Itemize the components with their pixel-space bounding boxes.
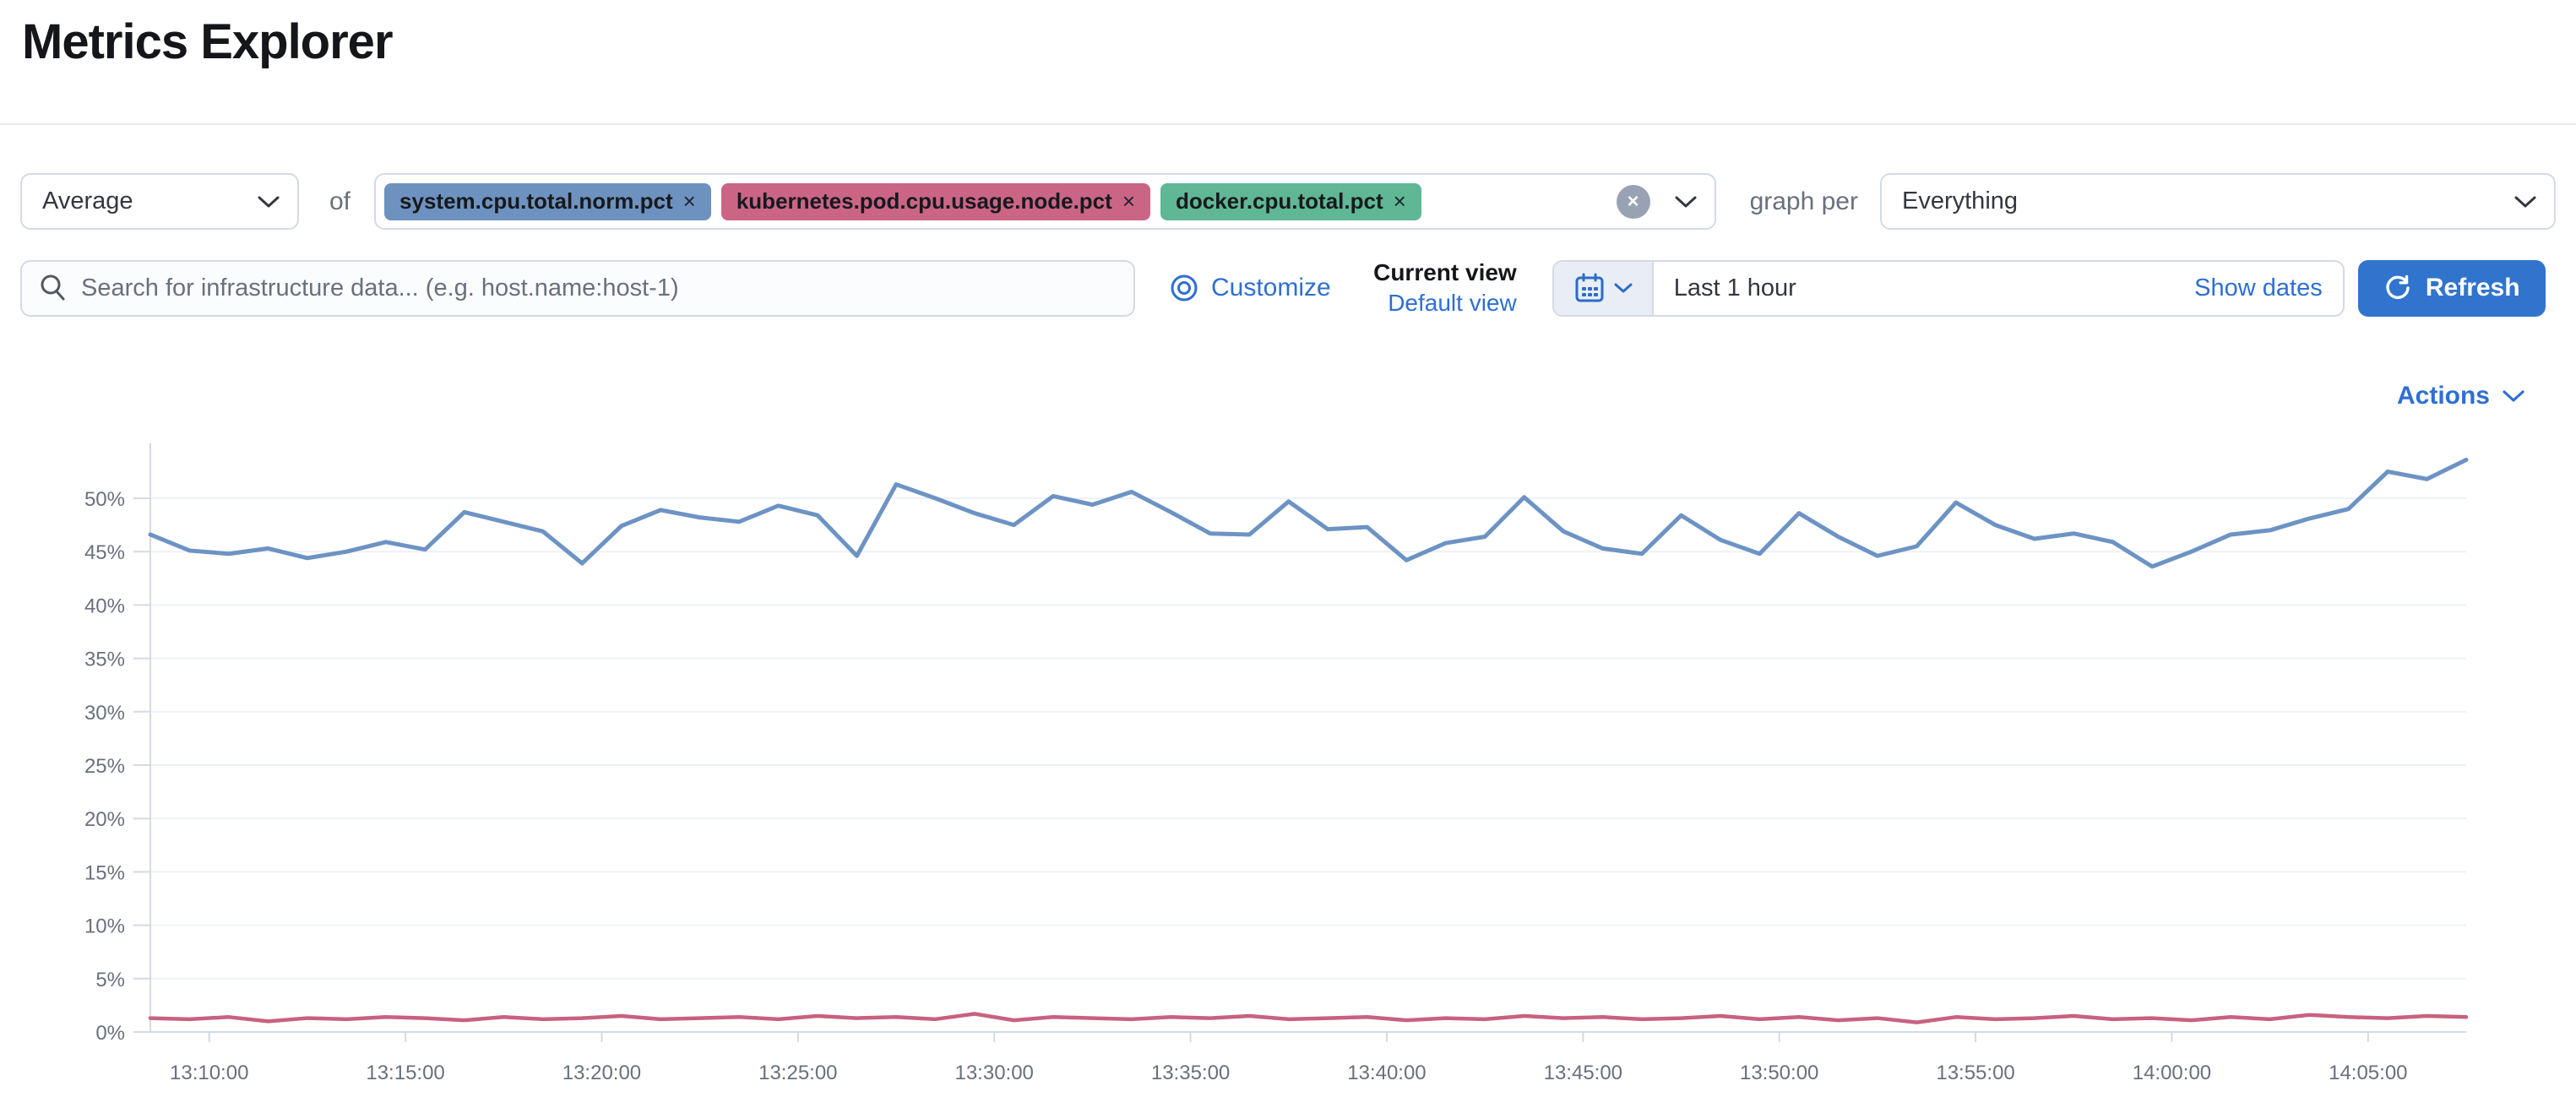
graph-per-label: graph per [1749,187,1858,215]
default-view-link[interactable]: Default view [1388,290,1517,317]
svg-text:0%: 0% [95,1022,125,1045]
svg-text:13:15:00: 13:15:00 [366,1062,444,1084]
metrics-chart[interactable]: 0% 5% 10% 15% 20% 25% 30% 35% 40% 45% 50% 13:10:00 1… [0,422,2576,1098]
page-title: Metrics Explorer [22,14,394,69]
actions-menu-button[interactable]: Actions [2397,382,2525,410]
chevron-down-icon[interactable] [1674,194,1698,209]
graph-per-select[interactable]: Everything [1880,173,2556,230]
svg-text:50%: 50% [84,488,125,511]
customize-label: Customize [1211,274,1331,302]
actions-label: Actions [2396,382,2490,410]
svg-text:14:05:00: 14:05:00 [2329,1062,2407,1084]
aggregation-select[interactable]: Average [20,173,299,230]
clear-all-metrics-button[interactable]: × [1616,184,1650,219]
search-toolbar: Customize Current view Default view Last… [20,258,2556,319]
refresh-label: Refresh [2425,274,2520,302]
chevron-down-icon [2503,390,2524,402]
refresh-button[interactable]: Refresh [2357,259,2546,317]
svg-text:10%: 10% [84,915,125,938]
svg-text:13:30:00: 13:30:00 [954,1062,1033,1084]
aggregation-value: Average [42,187,133,215]
svg-text:14:00:00: 14:00:00 [2133,1062,2211,1084]
metrics-toolbar: Average of system.cpu.total.norm.pct × k… [20,173,2556,230]
view-block: Current view Default view [1368,258,1517,319]
metric-badge[interactable]: docker.cpu.total.pct × [1160,182,1421,220]
metric-badge[interactable]: system.cpu.total.norm.pct × [384,182,711,220]
metric-badge[interactable]: kubernetes.pod.cpu.usage.node.pct × [720,182,1150,220]
date-picker-main: Last 1 hour Show dates [1654,274,2343,302]
date-picker-menu-button[interactable] [1553,261,1654,315]
svg-text:13:55:00: 13:55:00 [1936,1062,2014,1084]
svg-text:13:50:00: 13:50:00 [1740,1062,1818,1084]
svg-text:30%: 30% [84,702,125,725]
line-chart-svg: 0% 5% 10% 15% 20% 25% 30% 35% 40% 45% 50% 13:10:00 1… [84,443,2469,1084]
time-range-value[interactable]: Last 1 hour [1673,274,1796,301]
svg-text:40%: 40% [84,595,125,617]
svg-text:13:10:00: 13:10:00 [170,1062,248,1084]
svg-text:20%: 20% [84,808,125,831]
svg-text:13:40:00: 13:40:00 [1347,1062,1426,1084]
date-picker: Last 1 hour Show dates [1552,259,2345,317]
show-dates-button[interactable]: Show dates [2194,274,2323,301]
series-system.cpu.total.norm.pct [148,457,2469,569]
svg-text:35%: 35% [84,649,125,671]
search-box[interactable] [20,259,1135,317]
metric-badge-label: docker.cpu.total.pct [1176,188,1383,214]
search-input[interactable] [81,274,1117,302]
svg-text:25%: 25% [84,755,125,778]
svg-text:5%: 5% [95,969,125,991]
svg-text:45%: 45% [84,541,125,564]
header-divider [0,123,2576,125]
chevron-down-icon [258,196,280,207]
remove-metric-icon[interactable]: × [1122,188,1135,214]
svg-text:13:25:00: 13:25:00 [758,1062,837,1084]
svg-text:15%: 15% [84,861,125,884]
svg-text:13:45:00: 13:45:00 [1544,1062,1622,1084]
metric-badge-label: kubernetes.pod.cpu.usage.node.pct [736,188,1112,214]
remove-metric-icon[interactable]: × [1393,188,1406,214]
calendar-icon [1575,273,1604,302]
chevron-down-icon [1614,283,1633,293]
svg-text:13:20:00: 13:20:00 [562,1062,641,1084]
of-label: of [329,187,351,215]
series-kubernetes.pod.cpu.usage.node.pct [148,1012,2469,1024]
customize-button[interactable]: Customize [1169,273,1331,303]
svg-text:13:35:00: 13:35:00 [1151,1062,1230,1084]
current-view-label: Current view [1373,259,1517,285]
refresh-icon [2386,275,2410,300]
graph-per-value: Everything [1902,187,2019,215]
remove-metric-icon[interactable]: × [682,188,696,214]
metric-badge-label: system.cpu.total.norm.pct [399,188,673,214]
search-icon [41,274,65,301]
eye-icon [1171,274,1198,301]
chevron-down-icon [2514,196,2536,207]
clear-all-icon: × [1627,189,1639,213]
metrics-combobox[interactable]: system.cpu.total.norm.pct × kubernetes.p… [374,173,1716,230]
